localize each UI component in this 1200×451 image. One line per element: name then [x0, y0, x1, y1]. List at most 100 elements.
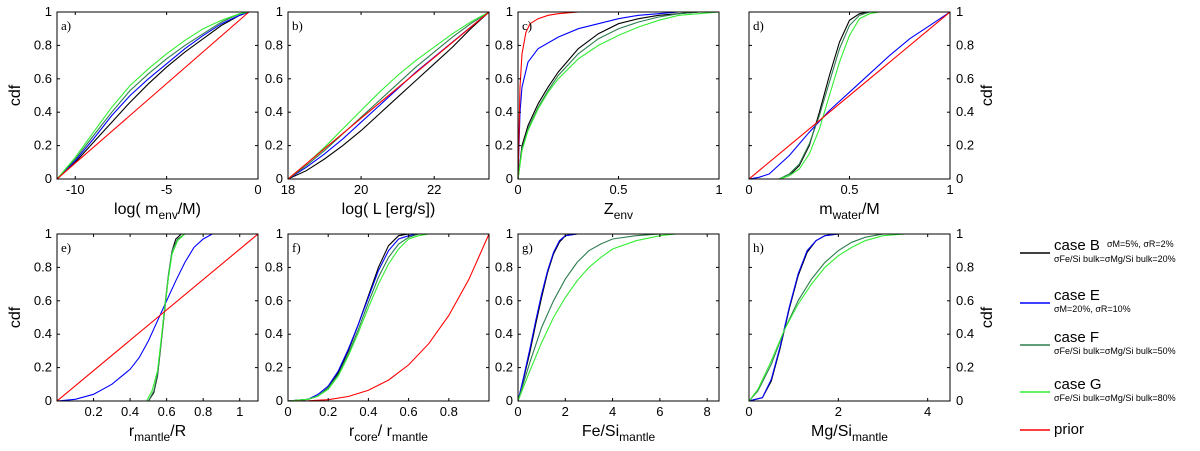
y-tick-label: 1 — [506, 226, 513, 241]
series-case-f — [518, 234, 719, 401]
y-tick-label: 0.2 — [495, 360, 513, 375]
y-axis-label: cdf — [7, 306, 24, 328]
panel-tag: f) — [292, 240, 301, 255]
y-tick-label: 0.8 — [265, 37, 283, 52]
x-axis-label: log( menv/M) — [114, 201, 201, 222]
series-case-f — [518, 12, 719, 179]
series-case-f — [57, 12, 249, 179]
y-axis-label: cdf — [979, 84, 996, 106]
y-tick-label: 1 — [45, 226, 52, 241]
x-tick-label: 0 — [284, 404, 291, 419]
series-case-b — [57, 12, 250, 179]
x-tick-label: 0.6 — [158, 404, 176, 419]
x-tick-label: -10 — [66, 182, 85, 197]
legend-label: prior — [1054, 421, 1084, 438]
series-case-f — [749, 12, 950, 179]
y-tick-label: 0 — [45, 171, 52, 186]
panel-a: -10 -5 0 0 0.2 0.4 0.6 0.8 1 cdf a) log( menv/M) — [7, 4, 262, 222]
series-prior — [288, 12, 489, 179]
x-axis-label: Zenv — [604, 201, 633, 222]
y-tick-label: 0.2 — [956, 360, 974, 375]
legend-label: case B — [1054, 237, 1100, 254]
x-axis-label: rmantle/R — [129, 423, 186, 444]
y-tick-label: 0.6 — [265, 71, 283, 86]
y-tick-label: 0.2 — [34, 360, 52, 375]
series-case-b — [288, 234, 489, 401]
y-tick-label: 0.4 — [956, 326, 974, 341]
y-tick-label: 0 — [506, 393, 513, 408]
x-tick-label: 0.8 — [194, 404, 212, 419]
series-prior — [57, 234, 258, 401]
x-tick-label: 0.2 — [85, 404, 103, 419]
y-tick-label: 0 — [956, 171, 963, 186]
x-axis-label: rcore/ rmantle — [349, 423, 428, 444]
axes-frame — [517, 233, 720, 402]
x-tick-label: 0.4 — [359, 404, 377, 419]
legend-sigma: σM=5%, σR=2% — [1107, 239, 1174, 249]
series-prior — [518, 12, 719, 179]
series-prior — [57, 12, 250, 179]
y-tick-label: 0.4 — [265, 104, 283, 119]
x-tick-label: 0 — [745, 182, 752, 197]
panel-tag: a) — [61, 18, 71, 33]
x-axis-label: mwater/M — [819, 201, 879, 222]
x-tick-label: 0.4 — [121, 404, 139, 419]
x-tick-label: 0.5 — [609, 182, 627, 197]
panel-g: 0 2 4 6 8 0 0.2 0.4 0.6 0.8 1 g) Fe/Simantle — [495, 226, 720, 444]
y-tick-label: 0.6 — [495, 293, 513, 308]
axes-frame — [748, 233, 951, 402]
series-case-g — [518, 12, 719, 179]
axes-frame — [56, 11, 259, 180]
y-tick-label: 0.4 — [265, 326, 283, 341]
series-case-e — [518, 234, 719, 401]
y-tick-label: 0.4 — [495, 326, 513, 341]
panel-e: 0.2 0.4 0.6 0.8 1 0 0.2 0.4 0.6 0.8 1 cdf e) rmantle/… — [7, 226, 259, 444]
y-tick-label: 1 — [276, 226, 283, 241]
x-axis-label: log( L [erg/s]) — [342, 201, 436, 218]
panel-tag: c) — [522, 18, 532, 33]
x-tick-label: 0 — [514, 404, 521, 419]
series-case-e — [518, 12, 719, 179]
legend-item-caseE: case EσM=20%, σR=10% — [1020, 287, 1131, 314]
series-case-b — [518, 12, 719, 179]
y-tick-label: 0 — [45, 393, 52, 408]
x-tick-label: 0 — [514, 182, 521, 197]
x-axis-label: Fe/Simantle — [582, 423, 656, 444]
y-tick-label: 0.8 — [495, 37, 513, 52]
y-tick-label: 0.8 — [34, 37, 52, 52]
series-case-b — [288, 12, 489, 179]
x-tick-label: 0.8 — [440, 404, 458, 419]
x-tick-label: 0 — [254, 182, 261, 197]
panel-tag: d) — [753, 18, 764, 33]
legend-item-prior: prior — [1020, 421, 1084, 438]
x-tick-label: 0.5 — [840, 182, 858, 197]
y-tick-label: 0.4 — [34, 104, 52, 119]
x-tick-label: 1 — [236, 404, 243, 419]
legend-label: case E — [1054, 287, 1100, 304]
x-tick-label: 4 — [924, 404, 931, 419]
panel-tag: b) — [292, 18, 303, 33]
y-tick-label: 0.2 — [34, 138, 52, 153]
y-tick-label: 0.2 — [495, 138, 513, 153]
series-case-g — [57, 234, 258, 401]
series-case-g — [288, 234, 489, 401]
y-tick-label: 1 — [45, 4, 52, 19]
y-tick-label: 0.6 — [265, 293, 283, 308]
series-case-e — [288, 234, 489, 401]
series-case-g — [518, 234, 719, 401]
legend-label: case G — [1054, 376, 1102, 393]
y-tick-label: 0.2 — [265, 360, 283, 375]
y-axis-label: cdf — [979, 306, 996, 328]
y-tick-label: 1 — [276, 4, 283, 19]
y-tick-label: 0.2 — [956, 138, 974, 153]
panel-f: 0 0.2 0.4 0.6 0.8 0 0.2 0.4 0.6 0.8 1 f) rcore/ rman… — [265, 226, 490, 444]
series-case-e — [57, 234, 258, 401]
y-tick-label: 1 — [956, 226, 963, 241]
y-tick-label: 0.8 — [34, 259, 52, 274]
x-tick-label: 20 — [354, 182, 368, 197]
series-case-b — [749, 234, 950, 401]
legend-sigma: σFe/Si bulk=σMg/Si bulk=80% — [1054, 393, 1176, 403]
series-prior — [749, 12, 950, 179]
